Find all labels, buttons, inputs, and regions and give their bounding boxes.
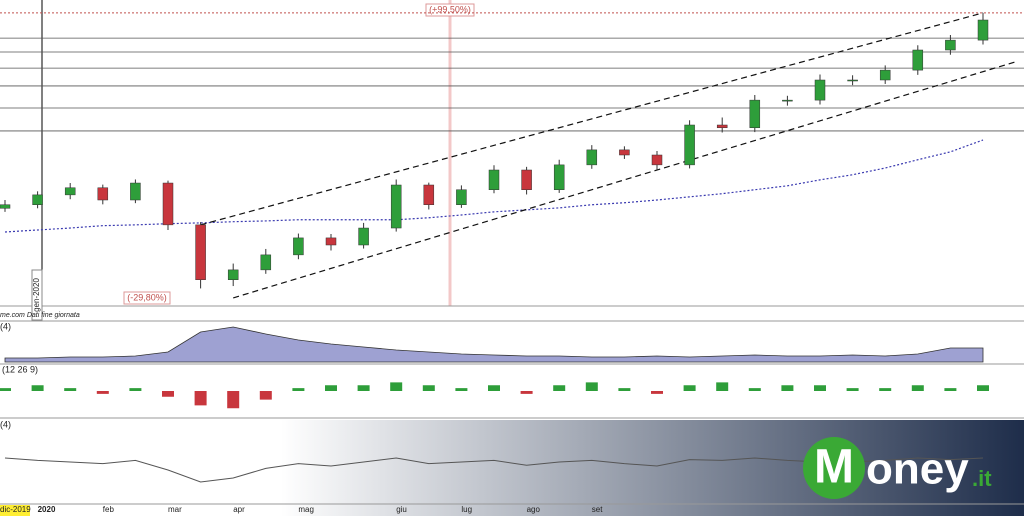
macd-bar	[227, 391, 240, 409]
high-annotation: (+99,50%)	[429, 4, 471, 14]
highlight-label-bg	[0, 505, 30, 516]
candle-body	[0, 204, 11, 209]
x-tick-label: dic-2019	[0, 505, 31, 514]
x-tick-label: set	[592, 505, 603, 514]
macd-bar	[585, 382, 598, 391]
candle-body	[619, 149, 630, 156]
candle-body	[814, 79, 826, 101]
macd-bar	[259, 391, 272, 400]
logo: M oney .it	[803, 437, 992, 499]
candle-body	[945, 39, 956, 51]
macd-bar	[31, 385, 44, 391]
candle-body	[749, 99, 761, 129]
logo-circle	[803, 437, 865, 499]
macd-bar	[325, 385, 337, 391]
candle-body	[879, 69, 891, 81]
logo-text: oney	[866, 445, 969, 494]
candle-body	[162, 182, 174, 226]
candle-body	[325, 237, 337, 246]
macd-bar	[455, 388, 468, 391]
macd-bar	[292, 388, 305, 391]
candle-body	[553, 164, 565, 190]
candle-body	[227, 269, 239, 280]
macd-bar	[683, 385, 696, 391]
channel-line	[200, 12, 984, 226]
macd-bar	[390, 382, 403, 391]
candle-body	[521, 169, 532, 190]
candle-body	[390, 184, 402, 229]
macd-bar	[977, 385, 989, 391]
x-tick-label: apr	[233, 505, 245, 514]
logo-suffix: .it	[972, 466, 992, 491]
candle-body	[64, 187, 76, 196]
candle-body	[97, 187, 109, 201]
macd-bar	[0, 388, 11, 391]
macd-bar	[879, 388, 892, 391]
volume-area	[4, 326, 984, 363]
macd-bar	[748, 388, 761, 391]
macd-bar	[96, 391, 109, 394]
candle-body	[488, 169, 500, 190]
candle-body	[586, 149, 598, 166]
macd-bar	[520, 391, 533, 394]
macd-bar	[129, 388, 142, 391]
candle-body	[912, 49, 924, 71]
oscillator-label: (4)	[0, 419, 11, 429]
macd-bar	[814, 385, 826, 391]
macd-bar	[162, 391, 174, 397]
candle-body	[684, 124, 695, 166]
cursor-box	[31, 269, 43, 321]
candle-body	[423, 184, 435, 205]
candle-body	[130, 182, 141, 201]
candle-body	[782, 99, 793, 102]
source-note: me.com Dati fine giornata	[0, 312, 80, 319]
macd-label: (12 26 9)	[2, 364, 38, 374]
annotation-box	[123, 291, 171, 305]
macd-bar	[194, 391, 207, 406]
macd-bar	[944, 388, 957, 391]
macd-bar	[357, 385, 370, 391]
x-tick-label: ago	[527, 505, 541, 514]
candle-body	[32, 194, 43, 205]
x-tick-label: 2020	[38, 505, 56, 514]
macd-bar	[488, 385, 500, 391]
candle-body	[293, 237, 304, 256]
macd-bar	[781, 385, 794, 391]
candle-body	[847, 79, 858, 82]
macd-bar	[618, 388, 631, 391]
macd-bar	[553, 385, 566, 391]
macd-bar	[911, 385, 924, 391]
volume-label: (4)	[0, 321, 11, 331]
macd-bar	[651, 391, 663, 394]
watermark-shade	[280, 420, 1024, 516]
low-annotation: (-29,80%)	[127, 292, 167, 302]
moving-average	[4, 139, 984, 233]
macd-bar	[716, 382, 729, 391]
x-tick-label: lug	[461, 505, 472, 514]
candle-body	[716, 124, 728, 129]
cursor-label: gen-2020	[32, 278, 41, 312]
candle-body	[260, 254, 272, 271]
logo-initial: M	[814, 441, 854, 494]
candle-body	[456, 189, 467, 205]
x-tick-label: mag	[298, 505, 314, 514]
macd-bar	[846, 388, 859, 391]
x-tick-label: giu	[396, 505, 407, 514]
candle-body	[195, 224, 206, 280]
candle-body	[358, 227, 369, 246]
x-tick-label: mar	[168, 505, 182, 514]
candle-body	[651, 154, 663, 166]
x-tick-label: feb	[103, 505, 115, 514]
macd-bar	[422, 385, 435, 391]
candle-body	[977, 19, 989, 41]
macd-bar	[64, 388, 77, 391]
channel-line	[233, 61, 1016, 299]
